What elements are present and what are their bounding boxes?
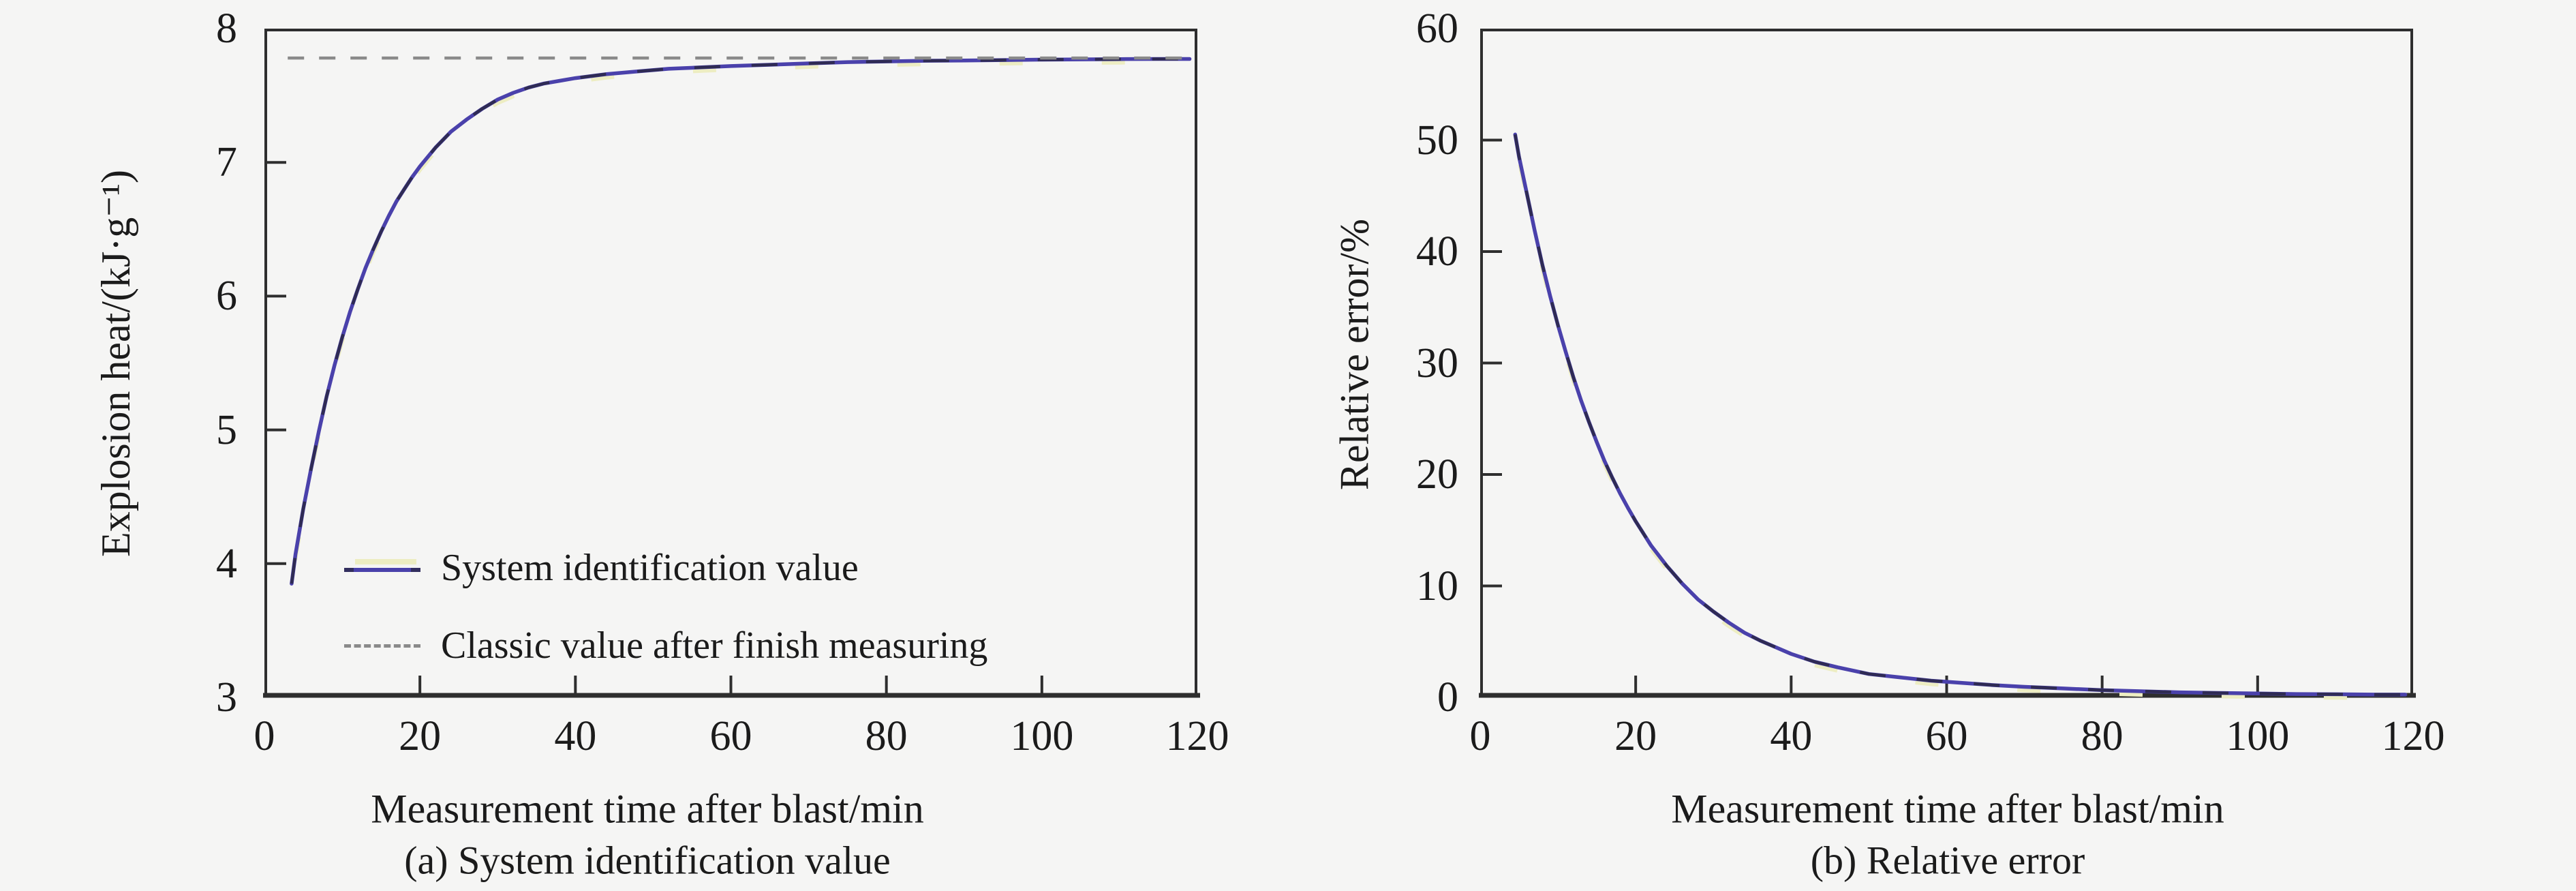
x-tick-label: 40 [1770, 713, 1813, 759]
x-tick-label: 20 [1614, 713, 1657, 759]
panel-b-caption: (b) Relative error [1810, 838, 2085, 883]
legend-item-system-identification: System identification value [344, 544, 859, 592]
panel-a-caption: (a) System identification value [404, 838, 891, 883]
panel-b-y-axis-label: Relative error/% [1332, 218, 1377, 491]
series-line [290, 57, 1192, 586]
y-tick-label: 0 [1437, 674, 1458, 721]
y-tick-label: 5 [216, 406, 237, 453]
x-tick-label: 60 [709, 713, 752, 759]
x-tick-label: 0 [1469, 713, 1491, 759]
y-tick-label: 3 [216, 674, 237, 721]
y-tick-label: 50 [1416, 117, 1458, 164]
legend-label-classic-value: Classic value after finish measuring [441, 624, 988, 667]
x-tick-label: 100 [1010, 713, 1074, 759]
x-tick-label: 120 [2381, 713, 2445, 759]
panel-a-plot-area [263, 29, 1200, 698]
y-tick-label: 30 [1416, 339, 1458, 387]
y-tick-label: 60 [1416, 5, 1458, 52]
legend-highlight-line [355, 559, 416, 564]
series-line-dash-overlay [1514, 134, 2406, 697]
y-tick-label: 6 [216, 273, 237, 320]
panel-a-x-axis-label: Measurement time after blast/min [371, 786, 924, 832]
y-tick-label: 7 [216, 139, 237, 186]
y-tick-label: 10 [1416, 562, 1458, 609]
legend-label-system-identification: System identification value [441, 547, 859, 589]
x-tick-label: 0 [254, 713, 275, 759]
x-tick-label: 20 [399, 713, 442, 759]
measured-highlight-line [289, 60, 1190, 588]
x-tick-label: 60 [1925, 713, 1968, 759]
y-tick-label: 8 [216, 5, 237, 52]
legend-blue-line [344, 568, 420, 572]
legend-line-solid-icon [344, 559, 420, 577]
series-line [1513, 132, 2408, 697]
axis-frame [1480, 29, 2413, 697]
y-tick-label: 20 [1416, 451, 1458, 498]
y-tick-label: 4 [216, 540, 237, 587]
axis-frame [264, 29, 1197, 697]
x-tick-label: 40 [554, 713, 597, 759]
measured-highlight-line [1513, 137, 2406, 700]
series-line-dash-overlay [290, 57, 1190, 584]
x-tick-label: 100 [2226, 713, 2290, 759]
y-tick-label: 40 [1416, 228, 1458, 275]
legend-item-classic-value: Classic value after finish measuring [344, 622, 987, 669]
panel-b-x-axis-label: Measurement time after blast/min [1671, 786, 2224, 832]
x-tick-label: 80 [865, 713, 908, 759]
panel-a-y-axis-label: Explosion heat/(kJ·g⁻¹) [93, 170, 138, 557]
x-tick-label: 80 [2081, 713, 2123, 759]
panel-b-plot-area [1479, 29, 2416, 700]
x-tick-label: 120 [1165, 713, 1229, 759]
legend-line-dashed-icon [344, 644, 420, 648]
